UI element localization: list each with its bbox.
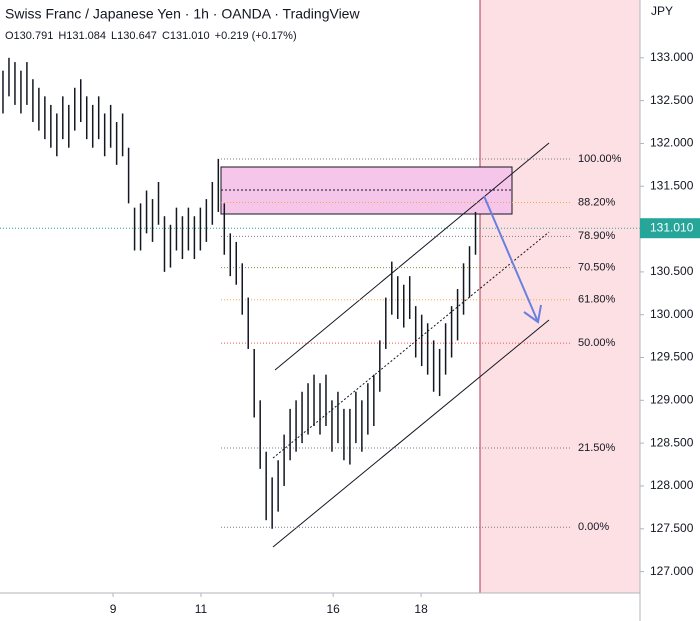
last-price-box (640, 218, 700, 239)
y-tick-label: 129.500 (650, 350, 694, 364)
y-tick-label: 130.500 (650, 264, 694, 278)
highlight-zone (480, 0, 640, 593)
y-tick-label: 131.500 (650, 178, 694, 192)
fib-label: 50.00% (578, 337, 616, 349)
ohlc-value: C131.010 (162, 30, 210, 42)
x-tick-label: 16 (326, 602, 340, 616)
ohlc-value: H131.084 (58, 30, 106, 42)
ohlc-value: +0.219 (+0.17%) (215, 30, 297, 42)
last-price-label: 131.010 (650, 220, 694, 234)
y-tick-label: 128.000 (650, 478, 694, 492)
fib-label: 0.00% (578, 521, 609, 533)
x-tick-label: 9 (110, 602, 117, 616)
x-tick-label: 11 (195, 602, 208, 616)
fib-label: 21.50% (578, 442, 616, 454)
chart-title: Swiss Franc / Japanese Yen · 1h · OANDA … (5, 6, 360, 22)
y-tick-label: 132.500 (650, 93, 694, 107)
fib-label: 78.90% (578, 230, 616, 242)
arrow-head (523, 304, 542, 324)
ohlc-value: O130.791 (5, 30, 53, 42)
channel-upper (274, 142, 550, 371)
channel-lower (272, 319, 550, 548)
y-tick-label: 127.000 (650, 564, 694, 578)
y-tick-label: 128.500 (650, 435, 694, 449)
forecast-arrow (483, 195, 539, 323)
fib-label: 70.50% (578, 262, 616, 274)
currency-label: JPY (651, 4, 673, 18)
y-tick-label: 130.000 (650, 307, 694, 321)
ohlc-value: L130.647 (111, 30, 157, 42)
fib-label: 88.20% (578, 196, 616, 208)
y-tick-label: 127.500 (650, 521, 694, 535)
y-tick-label: 133.000 (650, 50, 694, 64)
channel-mid (272, 231, 550, 459)
fib-label: 61.80% (578, 294, 616, 306)
y-tick-label: 132.000 (650, 136, 694, 150)
fib-label: 100.00% (578, 153, 622, 165)
y-tick-label: 129.000 (650, 393, 694, 407)
x-tick-label: 18 (414, 602, 428, 616)
